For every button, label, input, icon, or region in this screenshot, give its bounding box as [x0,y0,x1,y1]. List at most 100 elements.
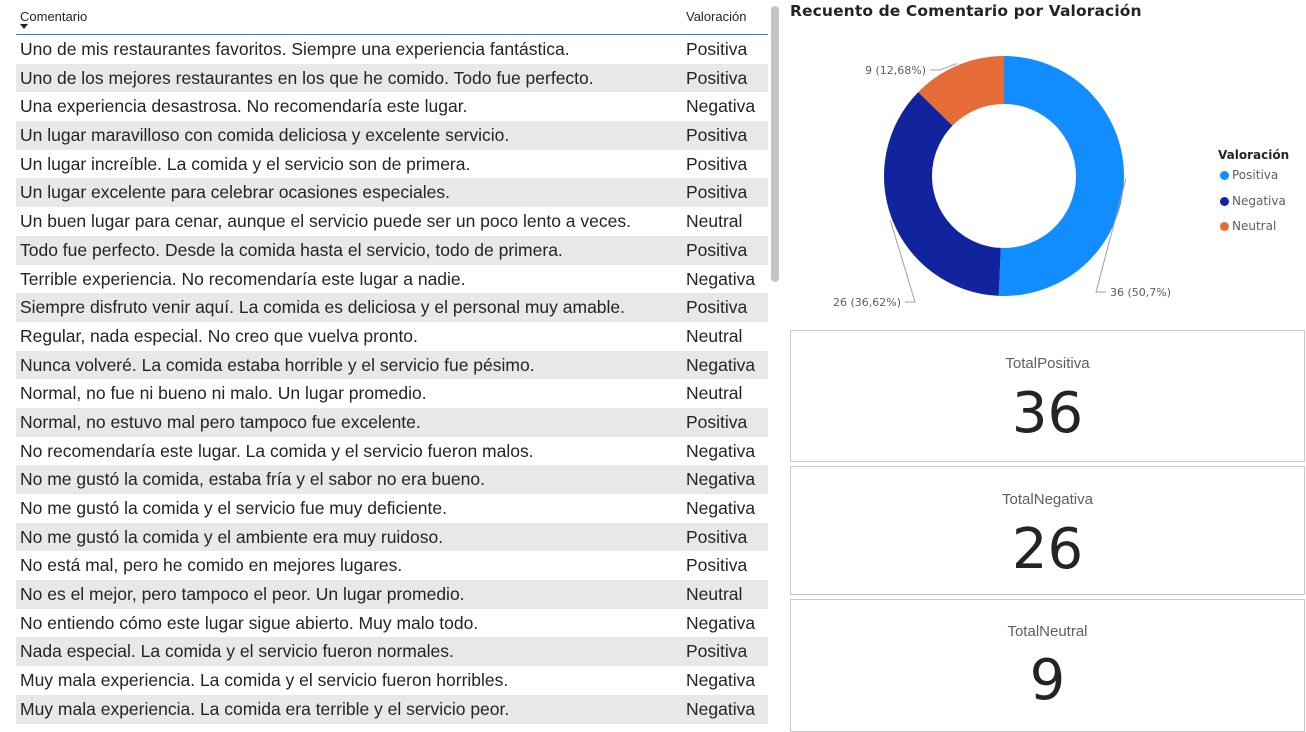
card-label: TotalNeutral [1007,623,1088,640]
table-row[interactable]: Un buen lugar para cenar, aunque el serv… [16,207,768,236]
cell-comentario: Uno de mis restaurantes favoritos. Siemp… [20,39,570,59]
table-row[interactable]: Uno de mis restaurantes favoritos. Siemp… [16,35,768,64]
cell-comentario: No es el mejor, pero tampoco el peor. Un… [20,584,465,605]
cell-comentario: No está mal, pero he comido en mejores l… [20,555,403,576]
table-row[interactable]: No entiendo cómo este lugar sigue abiert… [16,609,768,638]
table-row[interactable]: Muy mala experiencia. La comida era terr… [16,694,768,724]
data-label-negativa: 26 (36,62%) [833,296,901,309]
card-value: 9 [1029,648,1066,713]
cell-valoracion: Positiva [686,182,748,203]
table-scrollbar[interactable] [771,6,779,282]
cell-valoracion: Positiva [686,153,748,174]
legend-title: Valoración [1218,148,1290,162]
legend-label: Positiva [1232,168,1279,182]
table-row[interactable]: No me gustó la comida y el servicio fue … [16,494,768,523]
legend-dot-icon [1220,171,1229,180]
cell-valoracion: Positiva [686,239,748,260]
table-row[interactable]: No me gustó la comida y el ambiente era … [16,522,768,552]
cell-comentario: Nada especial. La comida y el servicio f… [20,641,454,662]
table-row[interactable]: No está mal, pero he comido en mejores l… [16,551,768,580]
card-total-positiva[interactable]: TotalPositiva 36 [790,330,1305,462]
cell-valoracion: Positiva [686,411,748,432]
cell-comentario: Normal, no fue ni bueno ni malo. Un luga… [20,383,427,404]
cell-valoracion: Positiva [686,67,748,88]
cell-comentario: Regular, nada especial. No creo que vuel… [20,325,418,346]
column-header-comentario[interactable]: Comentario [20,9,88,24]
cell-valoracion: Neutral [686,325,743,346]
table-row[interactable]: Una experiencia desastrosa. No recomenda… [16,92,768,121]
legend-label: Negativa [1232,193,1286,208]
data-label-positiva: 36 (50,7%) [1110,286,1171,299]
cell-comentario: No me gustó la comida y el servicio fue … [20,498,447,518]
donut-slice-positiva[interactable] [998,56,1124,296]
cell-comentario: Uno de los mejores restaurantes en los q… [20,67,594,88]
legend-item-positiva[interactable]: Positiva [1218,168,1289,194]
cell-valoracion: Negativa [686,612,756,633]
cell-valoracion: Positiva [686,641,748,662]
data-label-neutral: 9 (12,68%) [865,64,926,77]
cell-valoracion: Negativa [686,698,756,719]
table-row[interactable]: Un lugar increíble. La comida y el servi… [16,150,768,179]
table-row[interactable]: Nunca volveré. La comida estaba horrible… [16,350,768,380]
table-row[interactable]: Todo fue perfecto. Desde la comida hasta… [16,235,768,265]
legend-item-neutral[interactable]: Neutral [1218,219,1289,245]
cell-comentario: Muy mala experiencia. La comida y el ser… [20,670,509,691]
table-row[interactable]: Normal, no fue ni bueno ni malo. Un luga… [16,379,768,408]
cell-valoracion: Neutral [686,383,743,404]
cell-comentario: Un lugar increíble. La comida y el servi… [20,153,471,174]
cell-valoracion: Negativa [686,498,756,518]
leader-line [1095,178,1127,293]
table-row[interactable]: No es el mejor, pero tampoco el peor. Un… [16,580,768,609]
cell-valoracion: Positiva [686,297,748,318]
table-row[interactable]: No recomendaría este lugar. La comida y … [16,437,768,466]
table-row[interactable]: Un lugar maravilloso con comida delicios… [16,121,768,150]
table-row[interactable]: Regular, nada especial. No creo que vuel… [16,322,768,351]
cell-comentario: Un lugar excelente para celebrar ocasion… [20,182,450,203]
cell-comentario: Normal, no estuvo mal pero tampoco fue e… [20,411,421,432]
cell-valoracion: Negativa [686,670,756,691]
cell-comentario: Terrible experiencia. No recomendaría es… [20,268,466,289]
cell-comentario: Un lugar maravilloso con comida delicios… [20,125,510,146]
legend-dot-icon [1220,222,1229,231]
card-label: TotalNegativa [1002,491,1093,508]
table-row[interactable]: No me gustó la comida, estaba fría y el … [16,465,768,494]
cell-comentario: Siempre disfruto venir aquí. La comida e… [20,297,626,318]
comments-table: Comentario Valoración Uno de mis restaur… [16,0,768,732]
card-value: 26 [1011,517,1084,582]
cell-valoracion: Negativa [686,354,756,375]
legend-item-negativa[interactable]: Negativa [1218,194,1289,220]
chart-legend: Valoración Positiva Negativa Neutral [1218,148,1289,245]
cell-valoracion: Negativa [686,440,756,461]
cell-comentario: Todo fue perfecto. Desde la comida hasta… [20,239,563,260]
donut-slice-neutral[interactable] [918,56,1004,126]
table-header: Comentario Valoración [16,0,768,35]
table-body: Uno de mis restaurantes favoritos. Siemp… [16,35,768,724]
card-total-negativa[interactable]: TotalNegativa 26 [790,466,1305,595]
cell-comentario: Nunca volveré. La comida estaba horrible… [20,354,535,375]
cell-valoracion: Negativa [686,469,756,490]
leader-line [890,220,916,303]
cell-comentario: Una experiencia desastrosa. No recomenda… [20,96,468,117]
cell-comentario: Muy mala experiencia. La comida era terr… [20,698,510,719]
table-row[interactable]: Nada especial. La comida y el servicio f… [16,637,768,667]
legend-dot-icon [1220,196,1229,206]
donut-chart: 36 (50,7%) 26 (36,62%) 9 (12,68%) [833,56,1171,309]
sort-descending-icon[interactable] [20,24,28,29]
table-row[interactable]: Muy mala experiencia. La comida y el ser… [16,666,768,695]
cell-valoracion: Positiva [686,39,748,59]
table-row[interactable]: Siempre disfruto venir aquí. La comida e… [16,293,768,322]
table-row[interactable]: Uno de los mejores restaurantes en los q… [16,63,768,93]
card-total-neutral[interactable]: TotalNeutral 9 [790,599,1305,732]
donut-slice-negativa[interactable] [884,92,1001,296]
table-row[interactable]: Normal, no estuvo mal pero tampoco fue e… [16,407,768,437]
table-row[interactable]: Un lugar excelente para celebrar ocasion… [16,178,768,208]
cell-comentario: No me gustó la comida y el ambiente era … [20,526,444,547]
card-value: 36 [1011,381,1084,446]
cell-valoracion: Positiva [686,526,748,547]
cell-valoracion: Neutral [686,584,743,605]
legend-label: Neutral [1232,219,1277,233]
chart-title: Recuento de Comentario por Valoración [790,2,1142,20]
table-row[interactable]: Terrible experiencia. No recomendaría es… [16,265,768,294]
column-header-valoracion[interactable]: Valoración [686,9,747,24]
cell-valoracion: Negativa [686,96,756,117]
